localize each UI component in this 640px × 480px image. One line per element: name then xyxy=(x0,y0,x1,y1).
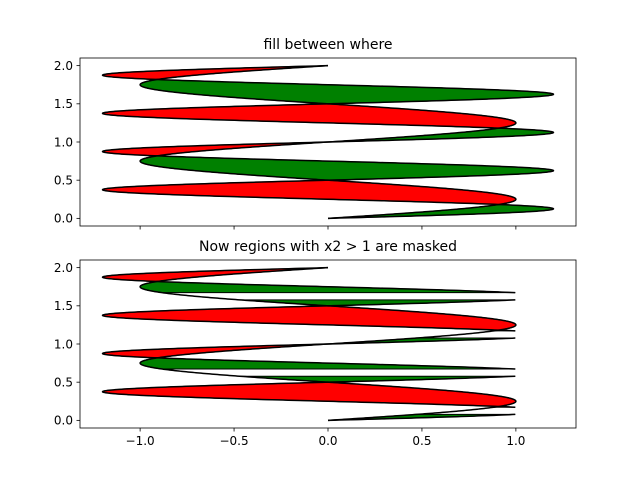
y-tick-label: 0.0 xyxy=(54,414,73,428)
x-tick-label: −1.0 xyxy=(126,434,155,448)
y-tick-label: 1.0 xyxy=(54,337,73,351)
x-tick-label: −0.5 xyxy=(219,434,248,448)
subplot-top-title: fill between where xyxy=(263,37,392,53)
y-tick-label: 2.0 xyxy=(54,59,73,73)
y-tick-label: 0.5 xyxy=(54,375,73,389)
plot-area xyxy=(101,64,555,220)
y-tick-label: 2.0 xyxy=(54,261,73,275)
subplot-top: fill between where 0.0 0.5 1.0 1.5 2.0 xyxy=(54,37,577,230)
subplot-top-plot: 0.0 0.5 1.0 1.5 2.0 xyxy=(54,57,577,230)
y-tick-label: 1.5 xyxy=(54,97,73,111)
y-tick-label: 0.0 xyxy=(54,212,73,226)
x-tick-label: 0.5 xyxy=(412,434,431,448)
subplot-bottom: Now regions with x2 > 1 are masked −1.0−… xyxy=(54,239,577,448)
subplot-bottom-title: Now regions with x2 > 1 are masked xyxy=(199,239,457,255)
subplot-bottom-plot: −1.0 −0.5 0.0 0.5 1.0 0.0 0.5 1.0 1.5 2.0 xyxy=(54,259,577,448)
line-x2 xyxy=(101,266,516,422)
y-tick-label: 1.5 xyxy=(54,299,73,313)
y-tick-label: 1.0 xyxy=(54,135,73,149)
line-x2 xyxy=(101,64,555,220)
x-tick-label: 1.0 xyxy=(506,434,525,448)
plot-area xyxy=(101,266,517,422)
x-tick-label: 0.0 xyxy=(318,434,337,448)
y-tick-label: 0.5 xyxy=(54,173,73,187)
